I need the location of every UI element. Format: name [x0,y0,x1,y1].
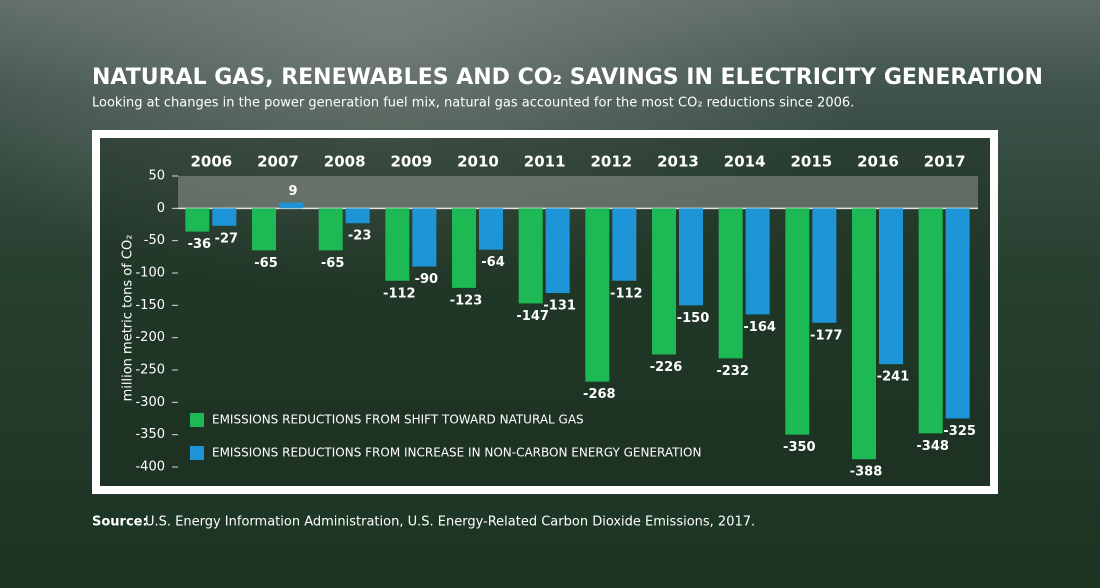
x-tick-label: 2008 [324,153,366,171]
y-tick-label: -250 [135,363,165,378]
plot: 50 0 -50 -100 -150 -200 -250 -300 -350 -400 2006 -3… [135,153,978,480]
bar [385,208,410,281]
x-tick-label: 2012 [590,153,632,171]
value-label: -112 [383,286,416,301]
bar [479,208,503,250]
bar [918,208,943,434]
bar [412,208,437,267]
value-label: -348 [916,439,949,454]
y-tick-label: -300 [135,395,165,410]
value-label: -177 [810,328,843,343]
bar [279,202,303,209]
value-label: -388 [850,465,883,480]
y-tick-label: -400 [135,460,165,475]
x-tick-label: 2017 [924,153,966,171]
source: U.S. Energy Information Administration, … [145,515,755,530]
value-label: -36 [188,237,212,252]
bar [679,208,703,306]
legend-swatch [190,446,204,460]
y-tick-label: -100 [135,266,165,281]
bar [652,208,676,355]
bar [945,208,970,419]
bar [185,208,210,232]
bar [318,208,343,251]
value-label: -123 [450,293,483,308]
bar [252,208,276,251]
value-label: -268 [583,387,616,402]
chart-subtitle: Looking at changes in the power generati… [92,96,854,111]
legend-swatch [190,413,204,427]
value-label: -241 [877,370,910,385]
x-tick-label: 2006 [190,153,232,171]
x-tick-label: 2011 [524,153,566,171]
value-label: -226 [650,360,683,375]
x-tick-label: 2010 [457,153,499,171]
bar [518,208,543,304]
bar [852,208,876,460]
legend-label: EMISSIONS REDUCTIONS FROM SHIFT TOWARD N… [212,413,584,427]
bar [612,208,637,281]
bar [545,208,570,294]
bar [212,208,237,226]
value-label: -232 [716,364,749,379]
bar [585,208,610,382]
bar [452,208,476,288]
bar [745,208,770,315]
value-label: -325 [943,424,976,439]
y-tick-label: 0 [157,201,165,216]
x-tick-label: 2016 [857,153,899,171]
value-label: 9 [288,184,297,199]
x-tick-label: 2015 [790,153,832,171]
x-tick-label: 2013 [657,153,699,171]
value-label: -27 [215,231,239,246]
bar [812,208,837,323]
value-label: -65 [254,256,278,271]
value-label: -150 [677,311,710,326]
bar [785,208,810,435]
value-label: -131 [543,299,576,314]
y-tick-label: 50 [148,169,165,184]
bar [345,208,370,224]
source-label: Source: [92,515,148,530]
value-label: -147 [516,309,549,324]
y-tick-label: -150 [135,298,165,313]
chart-title: NATURAL GAS, RENEWABLES AND CO₂ SAVINGS … [92,65,1043,90]
y-tick-label: -350 [135,427,165,442]
bar [718,208,743,359]
y-tick-label: -50 [144,233,165,248]
y-tick-label: -200 [135,330,165,345]
value-label: -164 [743,320,776,335]
value-label: -112 [610,286,643,301]
value-label: -23 [348,229,372,244]
value-label: -65 [321,256,345,271]
value-label: -90 [415,272,439,287]
bar [879,208,903,365]
x-tick-label: 2009 [390,153,432,171]
x-tick-label: 2014 [724,153,766,171]
positive-band [178,176,978,209]
value-label: -64 [481,255,505,270]
value-label: -350 [783,440,816,455]
legend-label: EMISSIONS REDUCTIONS FROM INCREASE IN NO… [212,446,701,460]
x-tick-label: 2007 [257,153,299,171]
y-axis-label: million metric tons of CO₂ [121,235,136,402]
